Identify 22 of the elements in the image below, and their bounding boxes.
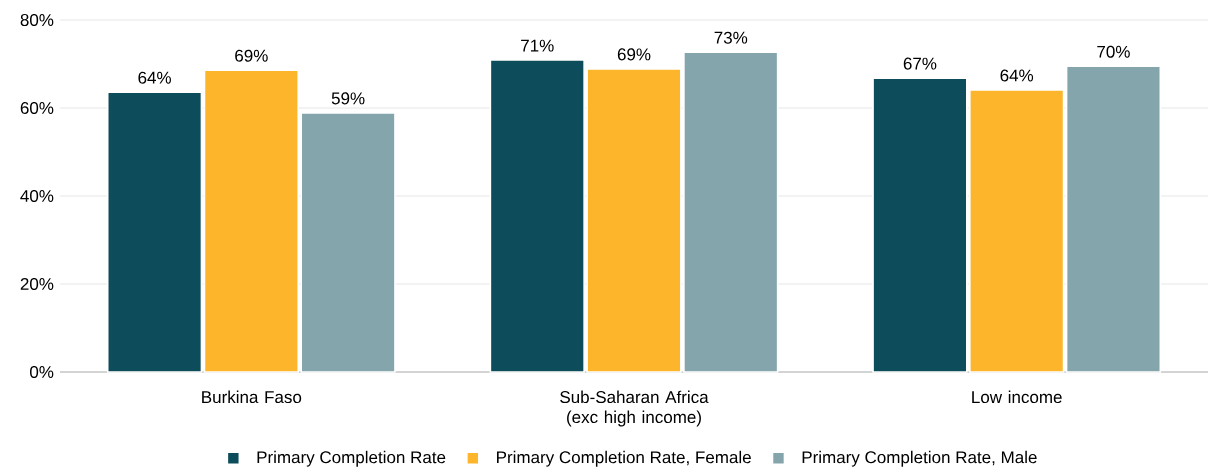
bar [1065,65,1162,373]
legend-label: Primary Completion Rate, Male [802,450,1037,467]
y-tick-label: 0% [30,366,54,379]
data-label: 69% [235,49,268,62]
y-tick-label: 80% [20,14,54,27]
x-tick-label: Burkina Faso [202,390,302,404]
data-label: 73% [714,31,748,44]
data-label: 71% [521,39,554,52]
data-label: 64% [1000,69,1034,82]
x-tick-label: Low income [972,390,1062,404]
data-label: 69% [617,48,651,61]
legend-label: Primary Completion Rate [257,450,446,467]
data-label: 59% [331,92,365,105]
legend-label: Primary Completion Rate, Female [497,450,751,467]
data-label: 70% [1097,45,1130,58]
y-tick-label: 40% [20,190,54,203]
bar [106,91,203,373]
data-label: 67% [903,57,937,70]
data-label: 64% [138,71,171,84]
y-tick-label: 20% [20,278,54,291]
x-tick-label: Sub-Saharan Africa (exc high income) [560,390,709,427]
y-tick-label: 60% [20,102,54,115]
